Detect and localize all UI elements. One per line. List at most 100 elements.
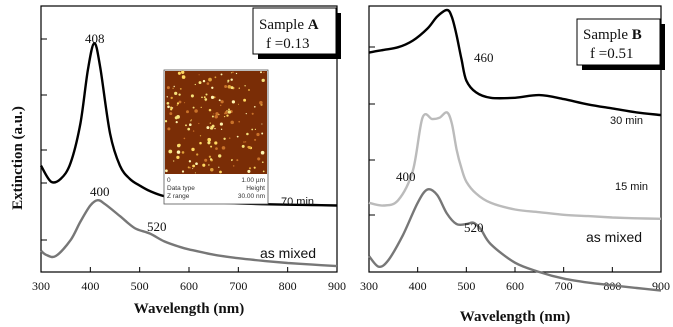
afm-particle (199, 141, 202, 145)
afm-particle (208, 108, 212, 112)
afm-particle (170, 96, 173, 100)
afm-particle (206, 126, 210, 130)
afm-particle (164, 120, 168, 123)
afm-particle (187, 166, 190, 169)
afm-scale-min: 0 (167, 177, 171, 184)
peak-label-520-right: 520 (464, 220, 484, 235)
afm-particle (178, 100, 182, 104)
afm-particle (245, 112, 247, 115)
afm-particle (221, 146, 226, 150)
afm-particle (231, 159, 233, 162)
afm-particle (253, 166, 256, 169)
afm-particle (224, 85, 228, 88)
afm-particle (248, 89, 250, 91)
afm-particle (218, 99, 221, 102)
afm-particle (214, 76, 217, 79)
afm-particle (219, 170, 222, 174)
afm-z-range-value: 30.00 nm (238, 193, 265, 200)
afm-particle (198, 122, 200, 125)
afm-particle (188, 160, 192, 163)
sample-b-fraction: f =0.51 (590, 46, 633, 62)
afm-particle (192, 168, 194, 170)
afm-particle (214, 127, 216, 130)
afm-particle (192, 106, 195, 109)
afm-particle (215, 147, 218, 150)
afm-particle (219, 104, 222, 107)
x-axis-title-left: Wavelength (nm) (134, 301, 244, 317)
afm-particle (173, 160, 175, 162)
afm-particle (261, 132, 264, 135)
afm-particle (204, 98, 208, 101)
afm-particle (261, 161, 264, 164)
afm-particle (235, 72, 238, 75)
afm-particle (176, 104, 178, 106)
panel-left: 300 400 500 600 700 800 900 408 400 520 70 min… (32, 5, 346, 317)
afm-particle (192, 130, 195, 132)
afm-particle (227, 110, 232, 114)
afm-particle (231, 100, 236, 104)
afm-particle (176, 155, 180, 160)
afm-particle (200, 106, 202, 109)
sample-a-title: Sample A (259, 17, 319, 33)
afm-particle (237, 103, 240, 105)
x-tick-label: 400 (409, 279, 427, 293)
afm-particle (194, 83, 196, 86)
afm-particle (181, 170, 185, 173)
afm-particle (244, 141, 247, 143)
afm-particle (182, 75, 184, 77)
afm-particle (236, 159, 239, 162)
sample-a-box-frame (252, 7, 337, 55)
x-tick-label: 500 (457, 279, 475, 293)
afm-particle (168, 149, 173, 154)
afm-particle (178, 143, 181, 147)
curve-label-15min: 15 min (615, 181, 648, 193)
afm-particle (254, 128, 257, 131)
afm-particle (202, 163, 206, 167)
afm-particle (176, 102, 180, 105)
afm-particle (190, 94, 194, 98)
series-line-as-mixed (368, 187, 662, 292)
afm-particle (209, 126, 211, 129)
afm-particle (261, 78, 265, 83)
afm-particle (206, 82, 210, 85)
afm-particle (189, 123, 192, 126)
afm-particle (251, 128, 254, 131)
afm-particle (203, 96, 206, 99)
afm-particle (215, 112, 219, 116)
afm-particle (167, 127, 171, 131)
afm-particle (207, 137, 212, 142)
afm-particle (211, 115, 214, 118)
afm-particle (223, 137, 226, 140)
afm-particle (190, 120, 192, 122)
afm-particle (183, 137, 186, 140)
afm-particle (175, 121, 178, 124)
afm-particle (244, 85, 246, 87)
afm-particle (165, 169, 168, 173)
afm-particle (170, 106, 173, 109)
afm-particle (170, 108, 173, 111)
afm-particle (177, 71, 181, 75)
afm-particle (205, 93, 208, 96)
panel-right: 300 400 500 600 700 800 900 460 400 520 30 min… (360, 5, 670, 325)
x-tick-label: 600 (506, 279, 524, 293)
afm-particle (262, 170, 265, 173)
afm-scale-max: 1.00 µm (241, 177, 265, 184)
afm-particle (214, 141, 218, 145)
afm-particle (238, 120, 241, 123)
afm-particle (228, 108, 230, 111)
afm-particle (195, 162, 198, 166)
sample-b-box: Sample B f =0.51 (576, 18, 665, 70)
afm-particle (191, 147, 195, 152)
afm-particle (248, 146, 251, 149)
afm-particle (236, 135, 239, 138)
peak-label-520: 520 (147, 219, 167, 234)
afm-particle (253, 105, 256, 108)
afm-particle (214, 115, 218, 119)
afm-particle (209, 158, 213, 161)
afm-particle (219, 122, 223, 126)
afm-particle (190, 119, 193, 121)
x-axis-title-right: Wavelength (nm) (460, 309, 570, 325)
afm-particle (227, 79, 230, 82)
afm-particle (210, 95, 215, 99)
afm-particle (227, 85, 232, 89)
